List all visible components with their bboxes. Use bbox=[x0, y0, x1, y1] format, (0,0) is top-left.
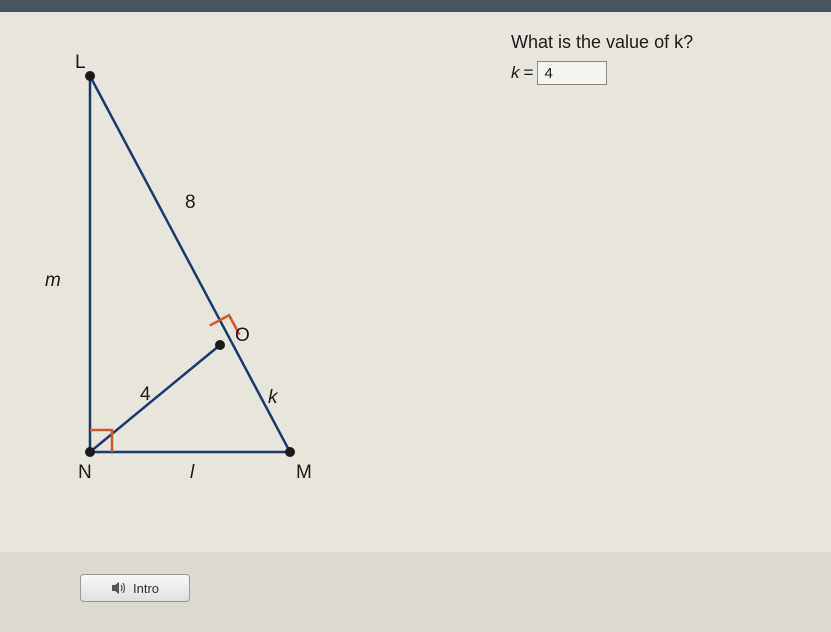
edge-no bbox=[90, 345, 220, 452]
question-prompt: What is the value of k? bbox=[511, 32, 791, 53]
edge-ml bbox=[90, 76, 290, 452]
edge-label-om: k bbox=[268, 387, 278, 409]
edge-label-no: 4 bbox=[140, 384, 151, 406]
vertex-label-m: M bbox=[296, 462, 312, 484]
vertex-dot-n bbox=[85, 447, 95, 457]
vertex-dot-m bbox=[285, 447, 295, 457]
intro-button[interactable]: Intro bbox=[80, 574, 190, 602]
triangle-svg bbox=[30, 52, 350, 492]
edge-label-lo: 8 bbox=[185, 192, 196, 214]
vertex-label-l: L bbox=[75, 52, 86, 74]
vertex-dot-o bbox=[215, 340, 225, 350]
answer-line: k = bbox=[511, 61, 791, 85]
intro-button-label: Intro bbox=[133, 581, 159, 596]
content-area: What is the value of k? k = bbox=[0, 12, 831, 552]
vertex-dot-l bbox=[85, 71, 95, 81]
question-panel: What is the value of k? k = bbox=[511, 32, 791, 85]
triangle-diagram: L N M O 8 4 k l m bbox=[30, 52, 350, 492]
answer-input[interactable] bbox=[537, 61, 607, 85]
vertex-label-n: N bbox=[78, 462, 92, 484]
edge-label-nm: l bbox=[190, 462, 194, 484]
equals-sign: = bbox=[524, 63, 534, 83]
bottom-bar: Intro bbox=[0, 552, 831, 632]
speaker-icon bbox=[111, 581, 127, 595]
vertex-label-o: O bbox=[235, 325, 250, 347]
edge-label-ln: m bbox=[45, 270, 61, 292]
answer-variable: k bbox=[511, 63, 520, 83]
